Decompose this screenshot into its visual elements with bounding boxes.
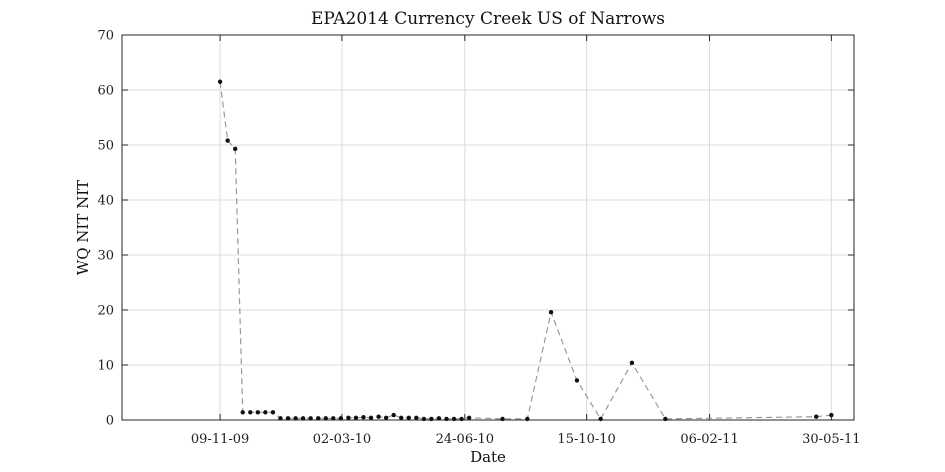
data-point — [525, 416, 530, 422]
data-point — [406, 415, 411, 420]
data-point — [361, 415, 366, 420]
plot-frame — [121, 34, 855, 421]
data-point — [233, 146, 238, 152]
data-point — [383, 415, 389, 420]
data-point — [316, 416, 321, 421]
data-point — [331, 416, 336, 421]
data-point — [323, 416, 328, 421]
data-point — [263, 410, 268, 415]
series — [217, 79, 834, 422]
data-point — [368, 415, 374, 420]
data-point — [444, 416, 449, 422]
x-tick-label: 09-11-09 — [191, 432, 249, 447]
y-tick-label: 0 — [106, 414, 114, 429]
data-point — [353, 415, 359, 420]
data-point — [500, 416, 505, 422]
data-point — [466, 415, 472, 420]
y-tick-label: 40 — [97, 194, 114, 209]
data-point — [814, 414, 819, 419]
data-point — [338, 416, 344, 421]
y-axis-label: WQ NIT NIT — [74, 180, 92, 275]
data-point — [248, 410, 253, 415]
y-tick-label: 50 — [97, 139, 114, 154]
data-point — [217, 79, 223, 84]
y-tick-label: 30 — [97, 249, 114, 264]
x-axis-label: Date — [470, 448, 506, 466]
data-point — [346, 415, 351, 420]
y-axis: 0 10 20 30 40 50 60 70 — [97, 29, 854, 429]
data-point — [574, 378, 580, 383]
data-point — [598, 416, 603, 422]
data-point — [829, 412, 834, 418]
data-point — [436, 416, 442, 421]
data-point — [293, 416, 298, 421]
data-point — [225, 138, 230, 143]
x-axis: 09-11-09 02-03-10 24-06-10 15-10-10 06-02-11… — [191, 35, 861, 447]
chart-title: EPA2014 Currency Creek US of Narrows — [311, 9, 665, 29]
data-point — [270, 410, 276, 415]
x-tick-label: 24-06-10 — [436, 432, 494, 447]
data-point — [278, 416, 283, 421]
data-point — [285, 416, 291, 421]
data-point — [414, 415, 419, 420]
y-tick-label: 60 — [97, 84, 114, 99]
data-point — [459, 416, 464, 422]
data-point — [376, 414, 381, 419]
data-point — [629, 360, 635, 365]
data-point — [663, 416, 668, 422]
data-point — [548, 310, 554, 315]
y-tick-label: 20 — [97, 304, 114, 319]
y-tick-label: 70 — [97, 29, 114, 44]
data-point — [391, 412, 396, 418]
data-point — [255, 410, 261, 415]
data-point — [300, 416, 306, 421]
y-tick-label: 10 — [97, 359, 114, 374]
data-point — [399, 415, 404, 420]
x-tick-label: 06-02-11 — [680, 432, 738, 447]
data-point — [240, 410, 245, 415]
x-tick-label: 30-05-11 — [802, 432, 860, 447]
data-point — [451, 416, 457, 422]
data-point — [421, 416, 427, 422]
data-point — [308, 416, 313, 421]
data-point — [429, 416, 434, 422]
grid — [122, 35, 854, 420]
x-tick-label: 15-10-10 — [557, 432, 615, 447]
x-tick-label: 02-03-10 — [313, 432, 371, 447]
